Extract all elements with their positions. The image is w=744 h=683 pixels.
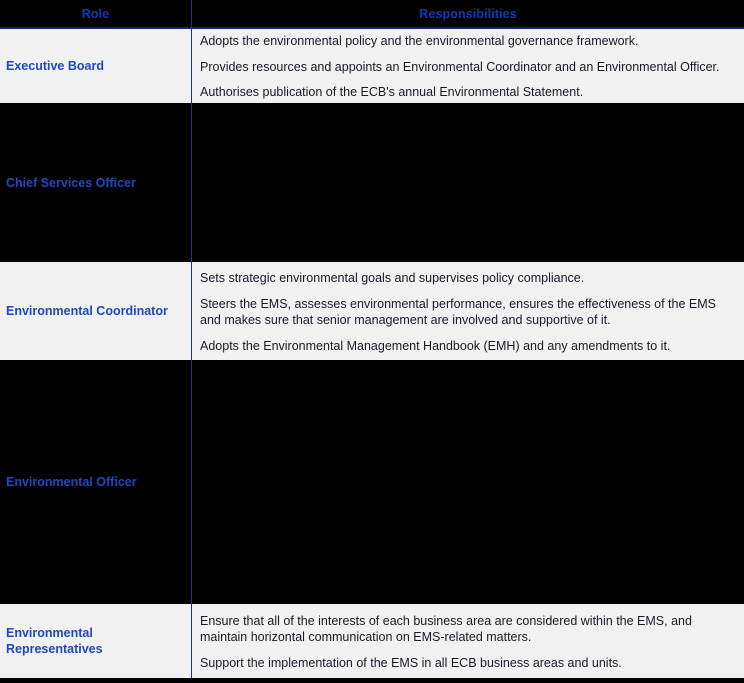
role-cell: Environmental Coordinator: [0, 262, 192, 360]
table-row: Executive Board Adopts the environmental…: [0, 29, 744, 103]
responsibility-item: Adopts the environmental policy and the …: [200, 34, 639, 49]
responsibilities-cell: Sets strategic environmental goals and s…: [192, 262, 744, 360]
responsibility-item: Ensure that all of the interests of each…: [200, 613, 692, 645]
responsibilities-cell: Adopts the environmental policy and the …: [192, 29, 744, 103]
responsibilities-cell: [192, 103, 744, 262]
responsibility-item: Authorises publication of the ECB's annu…: [200, 85, 584, 100]
responsibility-item: Sets strategic environmental goals and s…: [200, 271, 585, 285]
role-label: Chief Services Officer: [6, 175, 136, 190]
table-row: Chief Services Officer: [0, 103, 744, 262]
role-label: Environmental Representatives: [6, 626, 103, 656]
role-cell: Chief Services Officer: [0, 103, 192, 262]
role-cell: Environmental Representatives: [0, 604, 192, 678]
responsibility-item: Adopts the Environmental Management Hand…: [200, 338, 671, 353]
responsibility-item: Support the implementation of the EMS in…: [200, 655, 622, 670]
responsibility-item: Steers the EMS, assesses environmental p…: [200, 296, 716, 328]
responsibility-item: Provides resources and appoints an Envir…: [200, 59, 720, 74]
role-cell: Environmental Officer: [0, 360, 192, 604]
responsibilities-cell: [192, 360, 744, 604]
table-row: Environmental Officer: [0, 360, 744, 604]
column-header-responsibilities: Responsibilities: [192, 0, 744, 27]
column-header-role: Role: [0, 0, 192, 27]
table-bottom-edge: [0, 678, 744, 683]
table-row: Environmental Coordinator Sets strategic…: [0, 262, 744, 360]
table-row: Environmental Representatives Ensure tha…: [0, 604, 744, 678]
column-header-responsibilities-label: Responsibilities: [419, 6, 517, 21]
responsibilities-cell: Ensure that all of the interests of each…: [192, 604, 744, 678]
role-cell: Executive Board: [0, 29, 192, 103]
role-label: Executive Board: [6, 59, 104, 73]
role-label: Environmental Officer: [6, 475, 137, 489]
column-header-role-label: Role: [81, 6, 110, 21]
role-label: Environmental Coordinator: [6, 304, 168, 318]
table-header-row: Role Responsibilities: [0, 0, 744, 29]
